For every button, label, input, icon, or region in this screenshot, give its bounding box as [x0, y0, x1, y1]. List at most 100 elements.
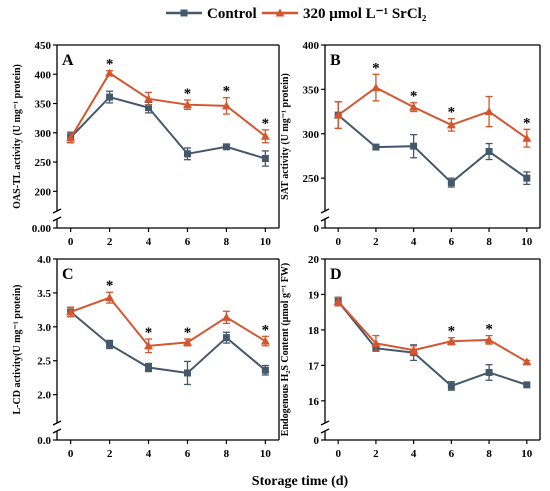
y-tick-label: 250: [35, 157, 52, 169]
legend-marker-1: [180, 9, 188, 17]
x-tick-label: 2: [373, 448, 379, 460]
data-point: [145, 104, 153, 112]
x-tick-label: 10: [260, 236, 272, 248]
data-point: [66, 133, 76, 142]
data-point: [485, 368, 493, 376]
data-point: [333, 297, 343, 306]
panel-letter-c: C: [62, 266, 74, 283]
y-tick-label: 300: [303, 129, 320, 141]
significance-star: *: [448, 105, 456, 121]
data-point: [66, 307, 76, 316]
y-tick-label: 2.5: [37, 356, 51, 368]
significance-star: *: [410, 89, 418, 105]
x-tick-label: 8: [486, 236, 492, 248]
y-tick-label: 3.5: [37, 288, 51, 300]
x-tick-label: 8: [486, 448, 492, 460]
panel-b: 250 300 350 400 0 0 2 4 6 8 10 B SAT activity (U mg⁻…: [280, 40, 541, 248]
y-tick-label: 400: [35, 69, 52, 81]
x-tick-label: 0: [68, 236, 74, 248]
y-tick-label: 3.0: [37, 322, 51, 334]
x-tick-label: 2: [107, 448, 113, 460]
x-tick-label: 4: [146, 448, 152, 460]
data-point: [484, 335, 494, 344]
panel-letter-b: B: [330, 52, 341, 69]
axis-break-mark: [52, 208, 62, 214]
data-point: [144, 94, 154, 103]
y-tick-label-zero: 0.0: [37, 435, 51, 447]
data-point: [106, 93, 114, 101]
legend: Control 320 μmol L⁻¹ SrCl₂: [166, 6, 427, 22]
y-tick-label: 16: [308, 396, 320, 408]
axis-break-mark: [52, 216, 62, 222]
y-tick-label-zero: 0: [314, 223, 320, 235]
data-point: [261, 366, 269, 374]
axis-break-mark: [320, 428, 330, 434]
series-control: [67, 306, 269, 386]
data-point: [105, 68, 115, 77]
y-tick-label: 4.0: [37, 254, 51, 266]
x-tick-label: 4: [411, 236, 417, 248]
x-tick-label: 4: [146, 236, 152, 248]
series-srcl2: [333, 73, 532, 148]
y-axis-label: L-CD activity(U mg⁻¹ protein): [12, 284, 23, 414]
y-tick-label: 450: [35, 40, 52, 52]
significance-star: *: [262, 116, 270, 132]
series-line: [70, 296, 266, 347]
x-tick-label: 6: [449, 236, 455, 248]
x-tick-label: 10: [521, 448, 533, 460]
x-tick-label: 10: [521, 236, 533, 248]
data-point: [182, 337, 192, 346]
x-tick-label: 4: [411, 448, 417, 460]
data-point: [105, 293, 115, 302]
significance-star: *: [184, 325, 192, 341]
data-point: [183, 150, 191, 158]
data-point: [523, 174, 531, 182]
significance-star: *: [184, 86, 192, 102]
series-srcl2: [333, 296, 532, 366]
data-point: [446, 336, 456, 345]
y-tick-label: 200: [35, 186, 52, 198]
data-point: [260, 336, 270, 345]
significance-star: *: [262, 322, 270, 338]
data-point: [260, 131, 270, 140]
panel-c: 2.0 2.5 3.0 3.5 4.0 0.0 0 2 4 6 8 10 C L-CD activity(…: [12, 254, 280, 460]
series-control: [334, 101, 531, 188]
data-point: [222, 143, 230, 151]
x-tick-label: 0: [68, 448, 74, 460]
data-point: [484, 107, 494, 116]
legend-label-2: 320 μmol L⁻¹ SrCl₂: [303, 6, 427, 22]
y-axis-label: SAT activity (U mg⁻¹ protein): [280, 73, 291, 200]
data-point: [447, 382, 455, 390]
data-point: [485, 148, 493, 156]
y-tick-label-zero: 0.00: [32, 223, 52, 235]
significance-star: *: [523, 115, 531, 131]
data-point: [145, 364, 153, 372]
series-line: [337, 300, 528, 388]
panel-letter-a: A: [62, 52, 74, 69]
series-control: [334, 296, 531, 391]
panel-a: 200 250 300 350 400 450 0.00 0 2 4 6 8 10 A OAS-TL act…: [12, 40, 280, 248]
data-point: [409, 345, 419, 354]
significance-star: *: [106, 278, 114, 294]
series-line: [337, 114, 528, 184]
data-point: [221, 312, 231, 321]
significance-star: *: [145, 325, 153, 341]
axis-break-mark: [52, 420, 62, 426]
y-tick-label-zero: 0: [314, 435, 320, 447]
series-line: [69, 71, 266, 139]
y-tick-label: 300: [35, 128, 52, 140]
significance-star: *: [372, 60, 380, 76]
series-line: [337, 86, 528, 140]
axis-break-mark: [320, 216, 330, 222]
y-tick-label: 350: [303, 84, 320, 96]
significance-star: *: [448, 324, 456, 340]
data-point: [410, 142, 418, 150]
axis-break-mark: [52, 428, 62, 434]
data-point: [333, 110, 343, 119]
y-tick-label: 19: [308, 289, 320, 301]
data-point: [523, 381, 531, 389]
y-tick-label: 2.0: [37, 390, 51, 402]
y-tick-label: 250: [303, 173, 320, 185]
